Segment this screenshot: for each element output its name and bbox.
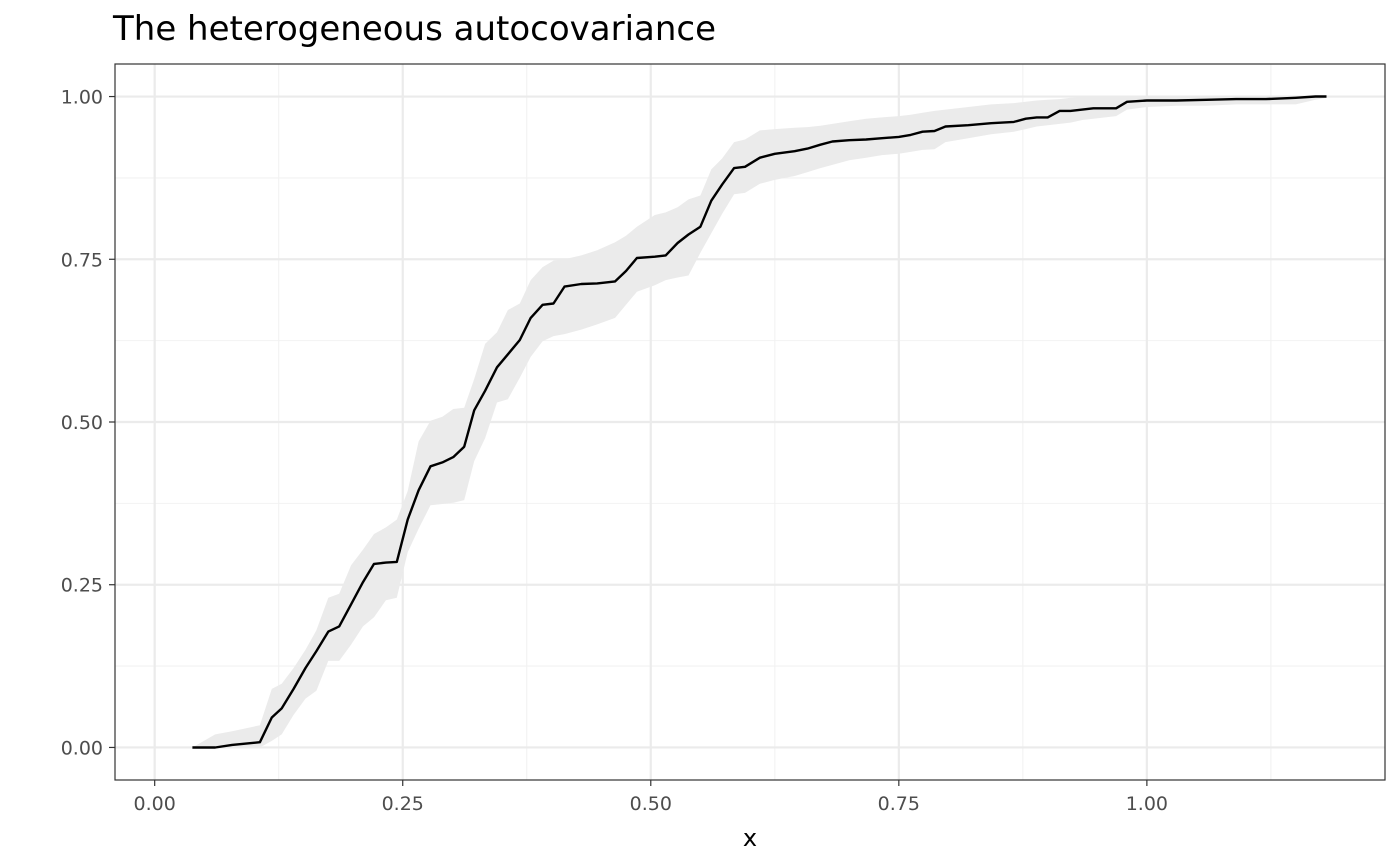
y-tick-label: 0.50 xyxy=(61,412,103,434)
x-tick-label: 0.00 xyxy=(134,793,176,815)
confidence-ribbon xyxy=(192,96,1327,748)
grid-minor xyxy=(115,64,1385,780)
y-tick-label: 0.00 xyxy=(61,737,103,759)
y-tick-label: 0.75 xyxy=(61,249,103,271)
x-axis-label: x xyxy=(743,824,757,852)
series-line xyxy=(192,95,1327,749)
x-tick-label: 0.50 xyxy=(630,793,672,815)
x-tick-label: 0.75 xyxy=(878,793,920,815)
y-tick-label: 0.25 xyxy=(61,575,103,597)
x-tick-label: 1.00 xyxy=(1126,793,1168,815)
x-tick-label: 0.25 xyxy=(382,793,424,815)
chart-title: The heterogeneous autocovariance xyxy=(112,9,716,49)
y-axis: 0.00 0.25 0.50 0.75 1.00 xyxy=(61,87,115,759)
x-axis: 0.00 0.25 0.50 0.75 1.00 xyxy=(134,780,1168,815)
y-tick-label: 1.00 xyxy=(61,87,103,109)
